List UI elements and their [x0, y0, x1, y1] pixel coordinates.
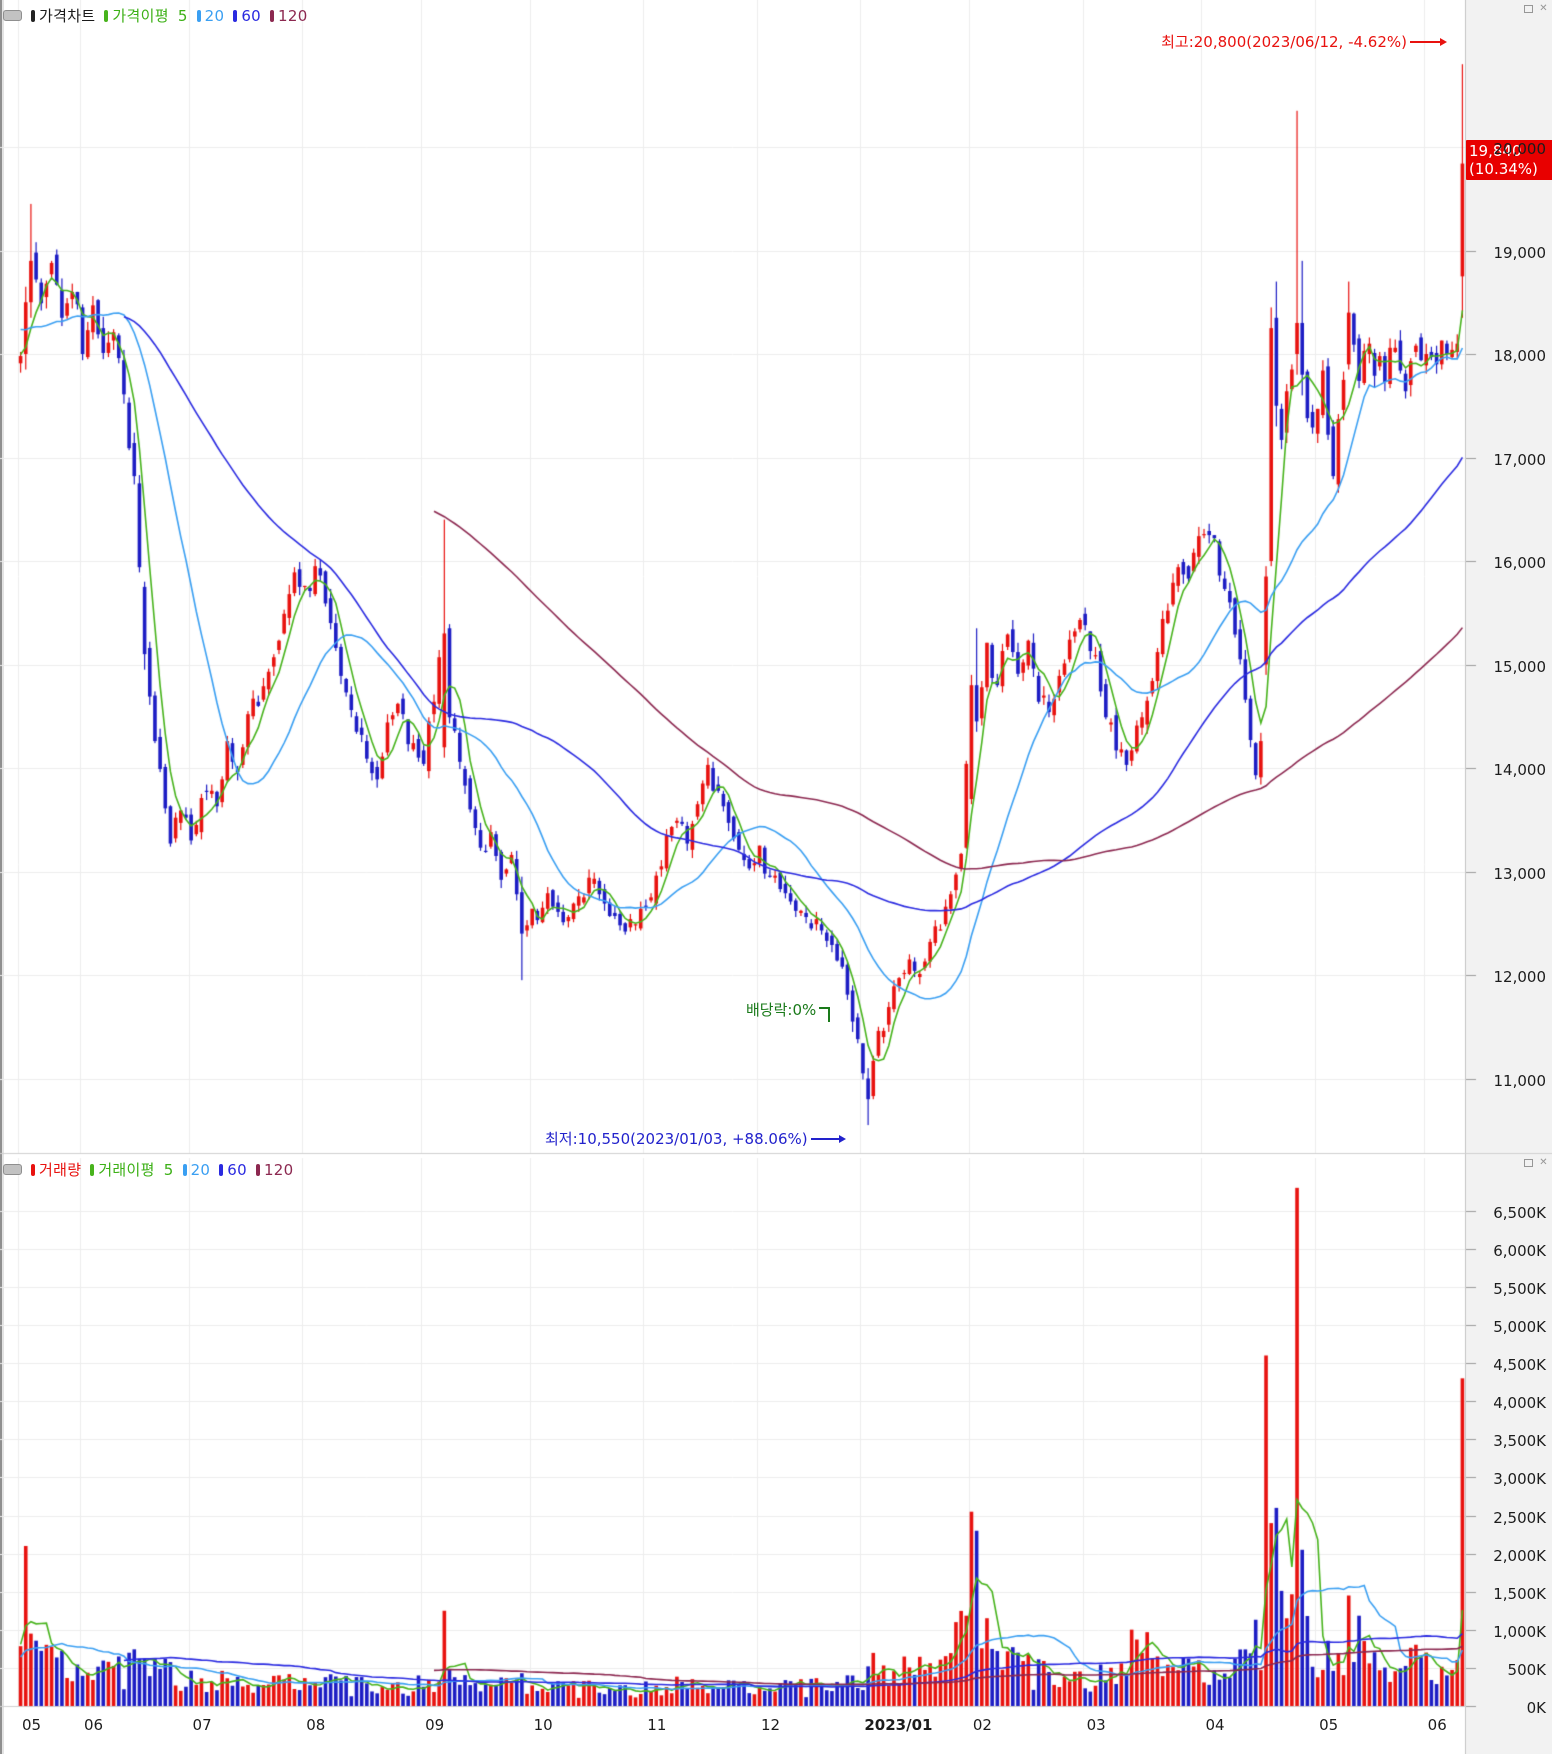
x-axis-month-label: 04 — [1205, 1716, 1225, 1734]
price-ma60-label: 60 — [241, 6, 262, 25]
price-ma20-label: 20 — [204, 6, 225, 25]
volume-axis-label: 1,000K — [1493, 1622, 1546, 1641]
right-arrowhead-icon — [838, 1134, 846, 1143]
volume-axis-label: 0K — [1526, 1699, 1546, 1717]
volume-ma60-label: 60 — [227, 1160, 247, 1179]
volume-series-label: 거래량 — [39, 1161, 82, 1179]
x-axis-month-label: 06 — [84, 1716, 104, 1734]
volume-ma20-label: 20 — [190, 1160, 211, 1179]
price-legend: 가격차트 가격이평 5 20 60 120 — [3, 5, 308, 26]
price-axis-label: 12,000 — [1493, 968, 1547, 986]
price-axis-label: 18,000 — [1493, 347, 1547, 365]
right-arrow-icon — [1410, 40, 1440, 43]
x-axis-month-label: 2023/01 — [864, 1716, 933, 1734]
price-axis-label: 16,000 — [1493, 554, 1547, 572]
x-axis-month-label: 02 — [972, 1716, 992, 1734]
price-axis-label: 20,000 — [1493, 140, 1547, 158]
close-icon[interactable]: ✕ — [1539, 3, 1548, 14]
price-ma-label: 가격이평 — [112, 7, 169, 25]
x-axis-month-label: 09 — [425, 1716, 445, 1734]
x-axis-month-label: 05 — [1319, 1716, 1339, 1734]
price-ma120-swatch-icon — [270, 9, 275, 22]
x-axis-month-label: 11 — [647, 1716, 667, 1734]
price-series-label: 가격차트 — [39, 7, 96, 25]
volume-axis-label: 3,500K — [1493, 1432, 1546, 1451]
right-arrowhead-icon — [1440, 37, 1447, 46]
price-ma20-swatch-icon — [196, 9, 201, 22]
x-axis-month-label: 06 — [1427, 1716, 1447, 1734]
volume-axis-label: 3,000K — [1493, 1470, 1546, 1489]
close-icon[interactable]: ✕ — [1539, 1157, 1548, 1168]
volume-axis-label: 6,000K — [1493, 1241, 1546, 1260]
current-price-value: 19,840 — [1469, 142, 1522, 160]
volume-window-buttons: ✕ — [1523, 1157, 1549, 1168]
volume-legend: 거래량 거래이평 5 20 60 120 — [3, 1159, 293, 1180]
price-ma60-swatch-icon — [233, 9, 238, 22]
price-panel-collapse-button[interactable] — [3, 10, 22, 21]
price-ma-swatch-icon — [104, 9, 109, 22]
x-axis-month-label: 12 — [761, 1716, 781, 1734]
restore-icon[interactable] — [1523, 1157, 1534, 1168]
price-axis-label: 17,000 — [1493, 450, 1547, 469]
volume-axis-label: 5,000K — [1493, 1318, 1546, 1336]
volume-ma-label: 거래이평 — [98, 1161, 155, 1179]
current-price-badge: 19,840 (10.34%) — [1466, 140, 1552, 180]
volume-axis-label: 4,500K — [1493, 1356, 1546, 1375]
ex-dividend-text: 배당락:0% — [746, 1001, 817, 1019]
x-axis-month-label: 10 — [533, 1716, 553, 1734]
x-axis-month-label: 08 — [306, 1716, 326, 1734]
lowest-price-text: 최저:10,550(2023/01/03, +88.06%) — [545, 1130, 808, 1148]
volume-series-swatch-icon — [31, 1163, 35, 1176]
ex-dividend-annotation: 배당락:0% — [746, 997, 831, 1022]
volume-panel-collapse-button[interactable] — [3, 1164, 22, 1175]
volume-axis-label: 5,500K — [1493, 1279, 1546, 1298]
price-window-buttons: ✕ — [1523, 3, 1549, 14]
volume-axis-label: 6,500K — [1493, 1203, 1546, 1222]
price-ma120-label: 120 — [278, 6, 308, 25]
corner-pointer-icon — [819, 1007, 831, 1022]
volume-ma120-label: 120 — [263, 1160, 294, 1179]
volume-ma20-swatch-icon — [182, 1163, 187, 1176]
price-axis-label: 19,000 — [1493, 243, 1547, 262]
highest-price-annotation: 최고:20,800(2023/06/12, -4.62%) — [1161, 31, 1447, 52]
lowest-price-annotation: 최저:10,550(2023/01/03, +88.06%) — [545, 1128, 846, 1149]
highest-price-text: 최고:20,800(2023/06/12, -4.62%) — [1161, 33, 1407, 51]
restore-icon[interactable] — [1523, 3, 1534, 14]
right-arrow-icon — [810, 1137, 839, 1140]
volume-axis-label: 500K — [1507, 1660, 1546, 1679]
x-axis-month-label: 05 — [22, 1716, 42, 1734]
x-axis-month-label: 03 — [1086, 1716, 1106, 1734]
volume-axis-label: 4,000K — [1493, 1394, 1546, 1413]
volume-axis-label: 2,500K — [1493, 1508, 1546, 1527]
current-price-change: (10.34%) — [1469, 160, 1538, 178]
price-axis-label: 11,000 — [1493, 1071, 1547, 1090]
volume-ma-swatch-icon — [90, 1163, 95, 1176]
price-ma5-label: 5 — [177, 6, 188, 25]
volume-ma5-label: 5 — [163, 1160, 174, 1179]
volume-axis-label: 2,000K — [1493, 1546, 1546, 1565]
price-axis-label: 14,000 — [1493, 761, 1547, 779]
volume-ma120-swatch-icon — [255, 1163, 260, 1176]
price-axis-label: 13,000 — [1493, 864, 1547, 883]
price-series-swatch-icon — [31, 9, 35, 22]
volume-ma60-swatch-icon — [219, 1163, 224, 1176]
x-axis-month-label: 07 — [192, 1716, 212, 1734]
price-axis-label: 15,000 — [1493, 657, 1547, 676]
volume-axis-label: 1,500K — [1493, 1584, 1546, 1603]
